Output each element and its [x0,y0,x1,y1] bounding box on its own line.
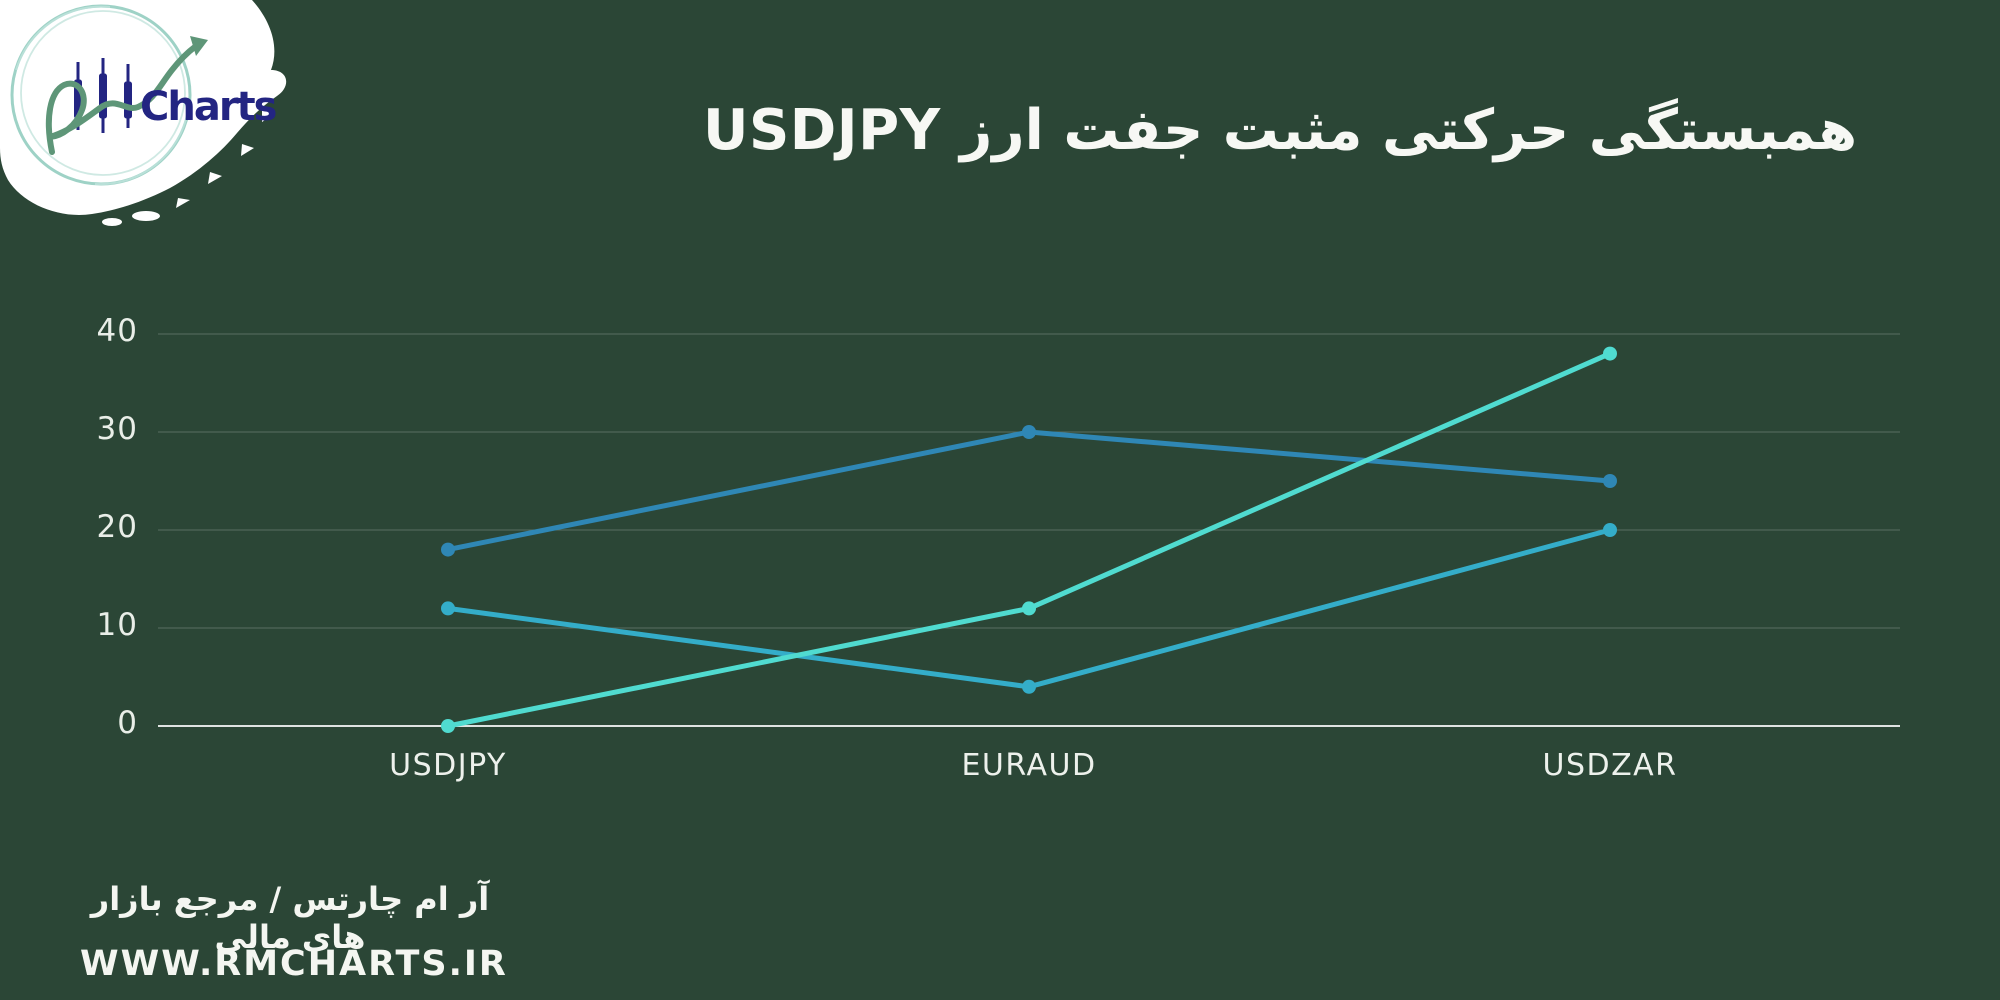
data-point-marker [441,719,455,733]
x-category-label: EURAUD [961,748,1097,783]
logo-ring-icon [10,4,192,186]
series-line-3-cyan [445,351,1613,729]
y-tick-label: 20 [96,509,138,545]
data-point-marker [1603,523,1617,537]
chart-title: همبستگی حرکتی مثبت جفت ارز USDJPY [702,98,1858,163]
data-point-marker [1603,474,1617,488]
x-category-label: USDZAR [1542,748,1678,783]
rm-charts-logo: Charts [0,0,300,240]
data-point-marker [1022,601,1036,616]
logo-trend-arrow-icon [45,43,199,155]
logo-arrowhead-icon [190,36,208,56]
data-point-marker [1603,346,1617,361]
data-point-marker [1022,679,1036,694]
data-point-marker [441,601,455,616]
y-tick-label: 0 [117,705,138,741]
x-category-label: USDJPY [389,748,507,783]
data-point-marker [1022,425,1036,439]
footer-website: WWW.RMCHARTS.IR [80,944,508,984]
footer-tagline: آر ام چارتس / مرجع بازار های مالی [90,880,490,956]
y-tick-label: 40 [96,313,138,349]
y-tick-label: 30 [96,411,138,447]
series-line-1-blue [445,429,1613,553]
y-tick-label: 10 [96,607,138,643]
logo-wordmark: Charts [140,84,276,130]
data-point-marker [441,542,455,557]
